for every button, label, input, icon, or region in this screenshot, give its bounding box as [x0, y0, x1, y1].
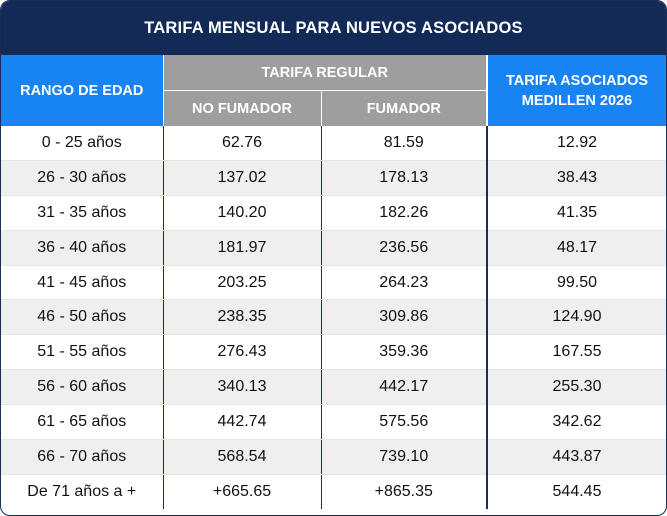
age-cell: 61 - 65 años	[1, 404, 164, 441]
smoker-rate-cell: 739.10	[321, 439, 488, 475]
table-row: 26 - 30 años 137.02 178.13 38.43	[1, 160, 666, 196]
age-cell: 41 - 45 años	[1, 265, 164, 301]
non-smoker-rate-cell: 181.97	[163, 230, 322, 266]
age-cell: 0 - 25 años	[1, 126, 164, 161]
table-row: 0 - 25 años 62.76 81.59 12.92	[1, 126, 666, 161]
medillen-rate-cell: 342.62	[487, 404, 666, 441]
table-row: 46 - 50 años 238.35 309.86 124.90	[1, 299, 666, 336]
age-cell: 31 - 35 años	[1, 195, 164, 231]
smoker-rate-cell: 178.13	[321, 160, 488, 196]
smoker-rate-cell: +865.35	[321, 474, 488, 509]
smoker-rate-cell: 182.26	[321, 195, 488, 231]
age-cell: 56 - 60 años	[1, 369, 164, 406]
smoker-rate-cell: 309.86	[321, 299, 488, 336]
non-smoker-rate-cell: 568.54	[163, 439, 322, 475]
smoker-rate-cell: 264.23	[321, 265, 488, 301]
header-medillen-rate: TARIFA ASOCIADOS MEDILLEN 2026	[486, 55, 666, 126]
table-row: 51 - 55 años 276.43 359.36 167.55	[1, 334, 666, 371]
non-smoker-rate-cell: 238.35	[163, 299, 322, 336]
rate-rows: 0 - 25 años 62.76 81.59 12.92 26 - 30 años 13…	[1, 126, 666, 509]
header-medillen-line1: TARIFA ASOCIADOS	[505, 72, 649, 89]
age-cell: De 71 años a +	[1, 474, 164, 509]
medillen-rate-cell: 124.90	[487, 299, 666, 336]
header-age-range: RANGO DE EDAD	[1, 55, 164, 126]
age-cell: 51 - 55 años	[1, 334, 164, 371]
non-smoker-rate-cell: 340.13	[163, 369, 322, 406]
non-smoker-rate-cell: 276.43	[163, 334, 322, 371]
table-row: 36 - 40 años 181.97 236.56 48.17	[1, 230, 666, 266]
medillen-rate-cell: 167.55	[487, 334, 666, 371]
smoker-rate-cell: 575.56	[321, 404, 488, 441]
header-smoker: FUMADOR	[321, 90, 487, 126]
table-title: TARIFA MENSUAL PARA NUEVOS ASOCIADOS	[1, 1, 666, 55]
age-cell: 26 - 30 años	[1, 160, 164, 196]
header-medillen-line2: MEDILLEN 2026	[521, 92, 633, 109]
age-cell: 36 - 40 años	[1, 230, 164, 266]
non-smoker-rate-cell: 140.20	[163, 195, 322, 231]
header-regular-rate: TARIFA REGULAR	[163, 55, 487, 91]
monthly-rate-table: RANGO DE EDAD TARIFA REGULAR TARIFA ASOC…	[1, 55, 666, 509]
non-smoker-rate-cell: +665.65	[163, 474, 322, 509]
smoker-rate-cell: 442.17	[321, 369, 488, 406]
smoker-rate-cell: 359.36	[321, 334, 488, 371]
table-row: 41 - 45 años 203.25 264.23 99.50	[1, 265, 666, 301]
medillen-rate-cell: 544.45	[552, 482, 602, 500]
non-smoker-rate-cell: 442.74	[163, 404, 322, 441]
age-cell: 46 - 50 años	[1, 299, 164, 336]
table-row: De 71 años a + +665.65 +865.35 544.45	[1, 474, 666, 509]
medillen-rate-cell: 255.30	[487, 369, 666, 406]
table-row: 56 - 60 años 340.13 442.17 255.30	[1, 369, 666, 406]
medillen-rate-cell: 12.92	[487, 126, 666, 161]
smoker-rate-cell: 81.59	[321, 126, 488, 161]
medillen-rate-cell: 41.35	[487, 195, 666, 231]
smoker-rate-cell: 236.56	[321, 230, 488, 266]
header-non-smoker: NO FUMADOR	[163, 90, 322, 126]
non-smoker-rate-cell: 203.25	[163, 265, 322, 301]
table-row: 61 - 65 años 442.74 575.56 342.62	[1, 404, 666, 441]
medillen-rate-cell: 443.87	[487, 439, 666, 475]
medillen-rate-cell: 38.43	[487, 160, 666, 196]
non-smoker-rate-cell: 137.02	[163, 160, 322, 196]
table-row: 31 - 35 años 140.20 182.26 41.35	[1, 195, 666, 231]
table-row: 66 - 70 años 568.54 739.10 443.87	[1, 439, 666, 475]
age-cell: 66 - 70 años	[1, 439, 164, 475]
non-smoker-rate-cell: 62.76	[163, 126, 322, 161]
medillen-rate-cell: 99.50	[487, 265, 666, 301]
medillen-rate-cell: 48.17	[487, 230, 666, 266]
